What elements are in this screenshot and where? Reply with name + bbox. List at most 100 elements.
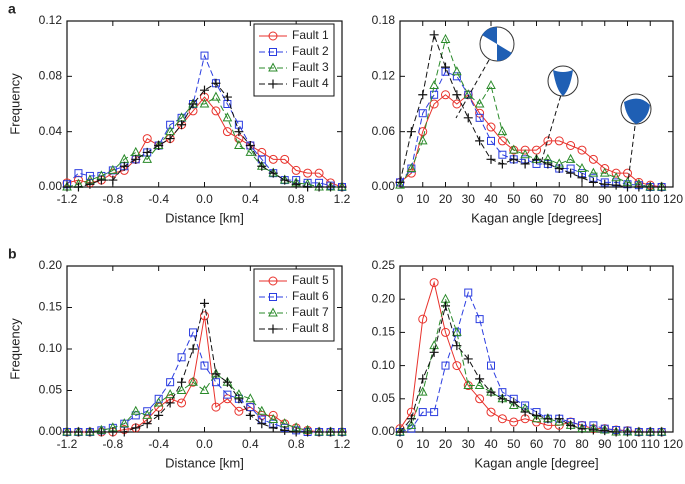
marker (268, 307, 278, 317)
y-tick-label: 0.15 (372, 325, 396, 339)
marker (119, 153, 130, 163)
marker (165, 389, 175, 399)
marker (96, 175, 106, 185)
marker (119, 418, 130, 428)
marker (554, 414, 564, 424)
panel-label: b (8, 246, 17, 262)
y-tick-label: 0.05 (372, 391, 396, 405)
marker (577, 173, 587, 183)
marker (429, 278, 439, 288)
marker (554, 164, 564, 174)
marker (268, 168, 278, 178)
marker (588, 167, 599, 177)
series-line (399, 280, 662, 433)
x-tick-label: 0.4 (242, 192, 259, 206)
y-axis-label: Frequency (7, 73, 22, 135)
marker (188, 99, 198, 109)
x-tick-label: 1.2 (334, 192, 351, 206)
marker (441, 361, 450, 370)
series-line (67, 373, 342, 433)
marker (268, 62, 278, 72)
marker (153, 397, 164, 407)
marker (177, 353, 186, 362)
x-tick-label: -0.8 (102, 437, 123, 451)
marker (256, 405, 267, 415)
x-tick-label: 50 (507, 192, 521, 206)
marker (508, 144, 519, 154)
marker (142, 419, 152, 429)
marker (418, 109, 427, 118)
marker (418, 314, 428, 324)
marker (463, 113, 473, 123)
marker (600, 179, 610, 189)
series-line (67, 331, 342, 433)
marker (176, 384, 187, 394)
marker (497, 126, 508, 136)
y-tick-label: 0.10 (39, 341, 63, 355)
y-tick-label: 0.20 (39, 258, 63, 272)
marker (395, 179, 405, 189)
marker (565, 153, 576, 163)
x-tick-label: -1.2 (57, 437, 78, 451)
marker (543, 414, 553, 424)
marker (497, 394, 507, 404)
legend-label: Fault 3 (292, 60, 329, 74)
marker (222, 112, 233, 122)
marker (441, 90, 450, 100)
y-tick-label: 0.12 (39, 13, 63, 27)
legend-label: Fault 1 (292, 28, 329, 42)
marker (543, 136, 553, 146)
marker (280, 425, 290, 435)
y-tick-label: 0.00 (39, 179, 63, 193)
marker (291, 165, 301, 175)
marker (599, 167, 610, 177)
marker (566, 141, 576, 150)
x-tick-label: 30 (462, 192, 476, 206)
x-tick-label: 70 (553, 437, 567, 451)
beachballs (455, 26, 652, 183)
marker (486, 79, 496, 90)
x-axis-label: Kagan angle [degrees] (471, 210, 602, 225)
y-tick-label: 0.00 (372, 424, 396, 438)
y-tick-label: 0.10 (372, 358, 396, 372)
beachball-fill (553, 70, 573, 96)
marker (199, 98, 210, 108)
marker (154, 394, 163, 403)
marker (531, 413, 542, 423)
pointer (455, 45, 498, 119)
x-tick-label: 100 (617, 437, 637, 451)
marker (464, 288, 473, 297)
marker (588, 177, 598, 187)
y-tick-label: 0.25 (372, 258, 396, 272)
marker (211, 91, 221, 101)
marker (497, 159, 507, 169)
marker (154, 141, 164, 150)
marker (452, 66, 462, 76)
x-tick-label: 100 (617, 192, 637, 206)
marker (475, 315, 484, 324)
marker (269, 293, 277, 301)
marker (62, 427, 72, 437)
series-line (399, 297, 662, 433)
marker (131, 423, 141, 433)
x-tick-label: 1.2 (334, 437, 351, 451)
marker (200, 361, 209, 370)
marker (268, 423, 278, 433)
beachball-fill (624, 98, 650, 124)
marker (463, 379, 474, 390)
y-tick-label: 0.20 (372, 291, 396, 305)
marker (566, 420, 576, 430)
marker (142, 134, 152, 144)
marker (452, 361, 462, 371)
x-tick-label: 120 (663, 437, 683, 451)
x-tick-label: 10 (416, 192, 430, 206)
series-line (399, 37, 662, 188)
marker (395, 177, 405, 187)
series-line (399, 291, 662, 433)
marker (487, 361, 495, 370)
marker (474, 379, 485, 390)
marker (268, 324, 278, 334)
x-tick-label: 90 (598, 192, 612, 206)
marker (509, 397, 519, 407)
y-tick-label: 0.06 (372, 124, 396, 138)
